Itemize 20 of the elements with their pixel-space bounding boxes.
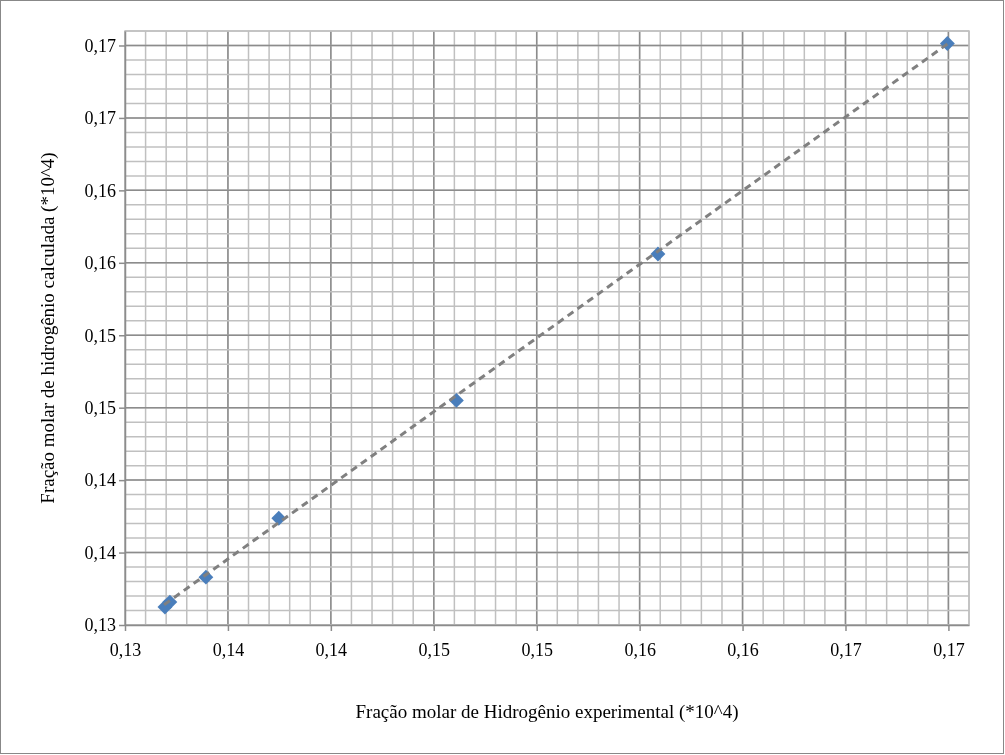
x-tick-label: 0,17 (933, 639, 965, 660)
x-tick-label: 0,16 (624, 639, 656, 660)
y-tick-label: 0,14 (84, 542, 116, 563)
x-tick-label: 0,17 (830, 639, 862, 660)
y-tick-label: 0,16 (84, 253, 116, 274)
x-tick-label: 0,13 (109, 639, 142, 660)
y-axis-title: Fração molar de hidrogênio calculada (*10^4) (37, 152, 59, 504)
x-axis-title: Fração molar de Hidrogênio experimental (*10^4) (355, 701, 739, 723)
y-tick-label: 0,15 (84, 325, 116, 346)
x-tick-label: 0,15 (418, 639, 451, 660)
y-tick-label: 0,13 (84, 615, 116, 636)
x-tick-label: 0,16 (727, 639, 759, 660)
x-tick-label: 0,15 (521, 639, 553, 660)
x-tick-label: 0,14 (212, 639, 245, 660)
y-tick-label: 0,15 (84, 397, 116, 418)
y-tick-label: 0,17 (84, 35, 116, 56)
x-tick-label: 0,14 (315, 639, 348, 660)
y-tick-label: 0,17 (84, 108, 116, 129)
y-tick-label: 0,16 (84, 180, 116, 201)
y-tick-label: 0,14 (84, 470, 116, 491)
